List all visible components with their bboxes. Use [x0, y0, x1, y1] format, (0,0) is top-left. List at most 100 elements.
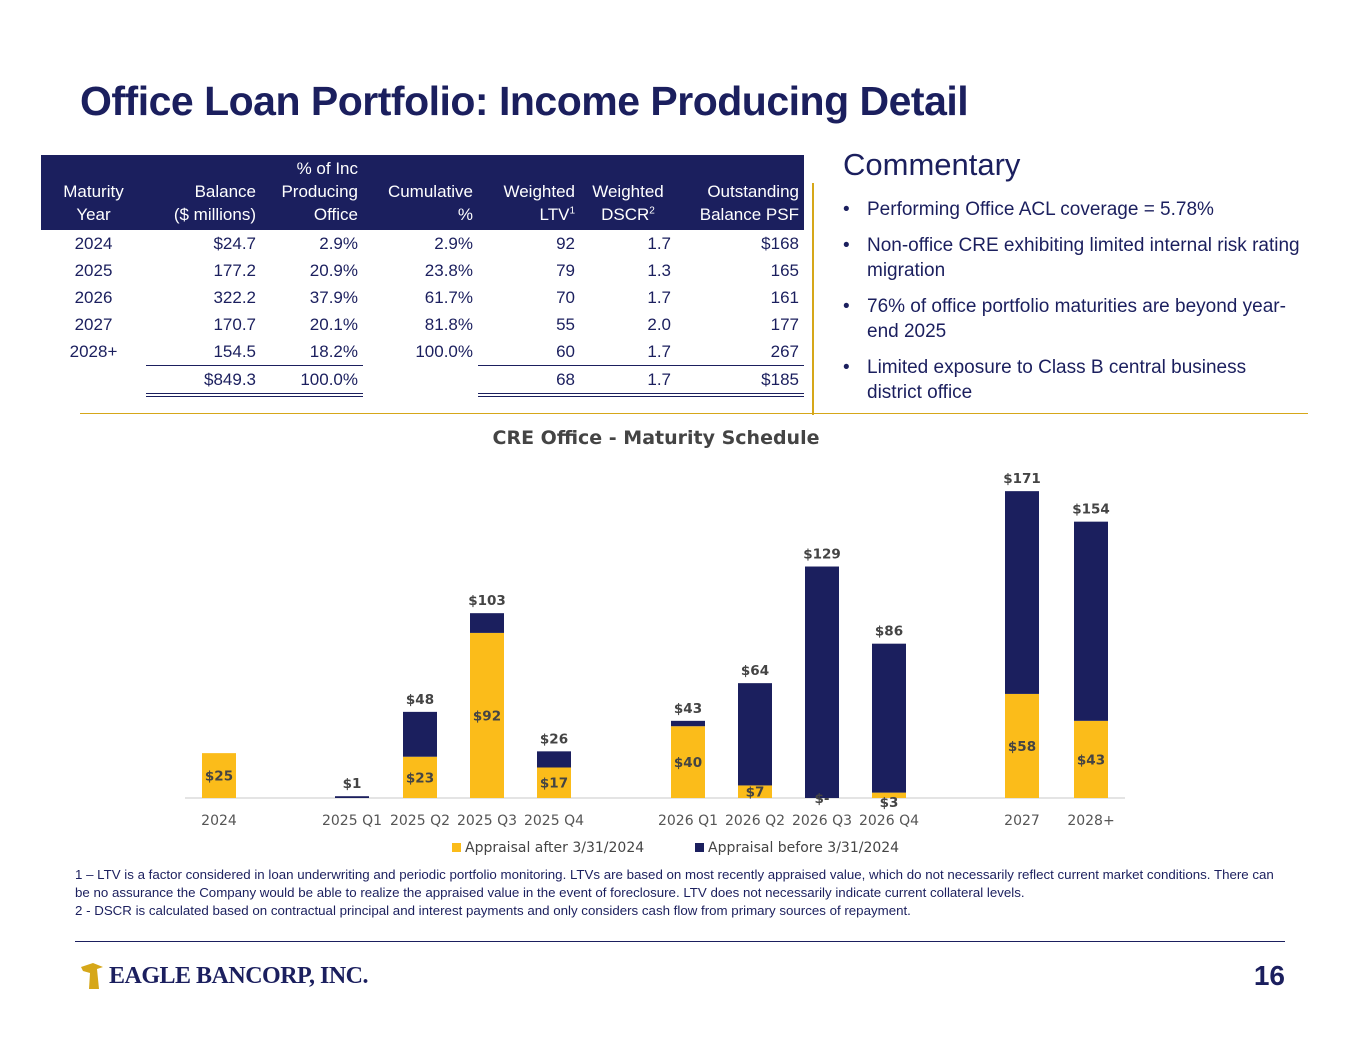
table-row: 2028+ 154.5 18.2% 100.0% 60 1.7 267	[41, 338, 804, 366]
cell-psf: $168	[761, 234, 799, 253]
cell-cumulative: 23.8%	[424, 261, 473, 280]
eagle-bancorp-logo: EAGLE BANCORP, INC.	[79, 960, 369, 992]
cell-cumulative: 100.0%	[415, 342, 473, 362]
x-tick-label: 2026 Q1	[658, 813, 718, 829]
bar-after-2	[403, 756, 437, 798]
cell-pct: 20.9%	[309, 261, 358, 280]
maturity-table-container: Maturity Year Balance ($ millions) % of In…	[41, 155, 804, 397]
total-dscr: 1.7	[580, 365, 676, 397]
cell-balance: 177.2	[213, 261, 256, 280]
x-tick-label: 2025 Q1	[322, 813, 382, 829]
cell-ltv: 60	[556, 342, 575, 361]
bar-before-5	[671, 720, 705, 727]
total-balance: $849.3	[146, 365, 261, 397]
cell-pct: 20.1%	[309, 315, 358, 334]
commentary-bullet: 76% of office portfolio maturities are b…	[843, 294, 1303, 344]
total-pct: 100.0%	[261, 365, 363, 397]
cell-pct: 2.9%	[319, 234, 358, 253]
header-cumulative: Cumulative%	[363, 155, 478, 230]
labels-group: $25 $1 $23 $48 $92 $103 $17 $26 $40 $43 $7 $64 $- $12…	[205, 471, 1110, 811]
table-header-row: Maturity Year Balance ($ millions) % of In…	[41, 155, 804, 230]
eagle-icon	[81, 963, 103, 989]
logo-text: EAGLE BANCORP, INC.	[109, 962, 369, 989]
commentary-title: Commentary	[843, 147, 1021, 182]
cell-psf: 177	[770, 315, 799, 334]
bar-before-8	[872, 643, 906, 793]
cell-ltv: 92	[556, 234, 575, 253]
total-cumulative	[363, 366, 478, 396]
header-weighted-ltv: Weighted LTV1	[478, 155, 580, 230]
cell-ltv: 55	[556, 315, 575, 334]
cell-year: 2028+	[69, 342, 118, 362]
bar-before-6	[738, 683, 772, 786]
table-row: 2025 177.2 20.9% 23.8% 79 1.3 165	[41, 257, 804, 284]
data-label-total: $43	[674, 701, 702, 717]
x-tick-label: 2025 Q4	[524, 813, 584, 829]
header-pct-inc-producing: % of Inc Producing Office	[261, 155, 363, 230]
bar-after-10	[1074, 720, 1108, 798]
chart-title: CRE Office - Maturity Schedule	[493, 427, 820, 449]
gold-vertical-divider	[812, 183, 814, 415]
x-tick-label: 2028+	[1067, 813, 1114, 829]
cell-balance: 170.7	[213, 315, 256, 334]
data-label-total: $103	[468, 593, 506, 609]
legend-label-after: Appraisal after 3/31/2024	[465, 840, 644, 856]
maturity-schedule-chart: CRE Office - Maturity Schedule $25 $1 $23$…	[185, 427, 1125, 856]
maturity-table: Maturity Year Balance ($ millions) % of In…	[41, 155, 804, 397]
data-label-total: $48	[406, 692, 434, 708]
bar-before-2	[403, 711, 437, 757]
x-tick-labels: 2024 2025 Q1 2025 Q2 2025 Q3 2025 Q4 2026 Q1 2…	[201, 813, 1115, 829]
cell-dscr: 1.7	[647, 288, 671, 307]
data-label-total: $64	[741, 663, 769, 679]
cell-psf: 165	[770, 261, 799, 280]
data-label-after: $3	[880, 795, 899, 811]
cell-balance: 154.5	[213, 342, 256, 361]
page-number: 16	[1253, 960, 1285, 991]
cell-ltv: 70	[556, 288, 575, 307]
bar-after-4	[537, 767, 571, 798]
cell-pct: 37.9%	[309, 288, 358, 307]
bar-before-10	[1074, 521, 1108, 721]
page-title: Office Loan Portfolio: Income Producing …	[80, 78, 969, 124]
cell-psf: 267	[770, 342, 799, 361]
bar-after-8	[872, 792, 906, 798]
footnotes: 1 – LTV is a factor considered in loan u…	[75, 866, 1285, 920]
cell-psf: 161	[770, 288, 799, 307]
cell-dscr: 2.0	[647, 315, 671, 334]
data-label-total: $26	[540, 731, 568, 747]
x-tick-label: 2026 Q4	[859, 813, 919, 829]
legend-label-before: Appraisal before 3/31/2024	[708, 840, 899, 856]
table-row: 2026 322.2 37.9% 61.7% 70 1.7 161	[41, 284, 804, 311]
cell-pct: 18.2%	[309, 342, 358, 361]
data-label-after: $58	[1008, 739, 1036, 755]
total-year	[41, 366, 146, 396]
cell-cumulative: 61.7%	[424, 288, 473, 307]
bar-before-4	[537, 751, 571, 768]
bars-group	[202, 491, 1108, 798]
cell-ltv: 79	[556, 261, 575, 280]
cell-year: 2026	[74, 288, 113, 307]
bar-before-9	[1005, 491, 1039, 694]
commentary-bullet: Non-office CRE exhibiting limited intern…	[843, 233, 1303, 283]
cell-year: 2024	[74, 234, 113, 253]
gold-horizontal-divider	[80, 413, 1308, 414]
bar-before-3	[470, 613, 504, 633]
header-outstanding-psf: Outstanding Balance PSF	[676, 155, 804, 230]
cell-year: 2025	[74, 261, 113, 280]
x-tick-label: 2026 Q2	[725, 813, 785, 829]
header-maturity-year: Maturity Year	[41, 155, 146, 230]
cell-year: 2027	[74, 315, 113, 334]
cell-cumulative: 2.9%	[434, 234, 473, 253]
legend-swatch-before	[695, 843, 704, 852]
data-label-after: $92	[473, 708, 501, 724]
data-label-after: $23	[406, 770, 434, 786]
total-ltv: 68	[478, 365, 580, 397]
bar-after-9	[1005, 693, 1039, 798]
bar-after-5	[671, 726, 705, 798]
data-label-after: $25	[205, 769, 233, 785]
data-label-after: $17	[540, 776, 568, 792]
x-tick-label: 2027	[1004, 813, 1040, 829]
commentary-bullet: Limited exposure to Class B central busi…	[843, 355, 1303, 405]
cell-dscr: 1.7	[647, 342, 671, 361]
data-label-after: $40	[674, 755, 702, 771]
